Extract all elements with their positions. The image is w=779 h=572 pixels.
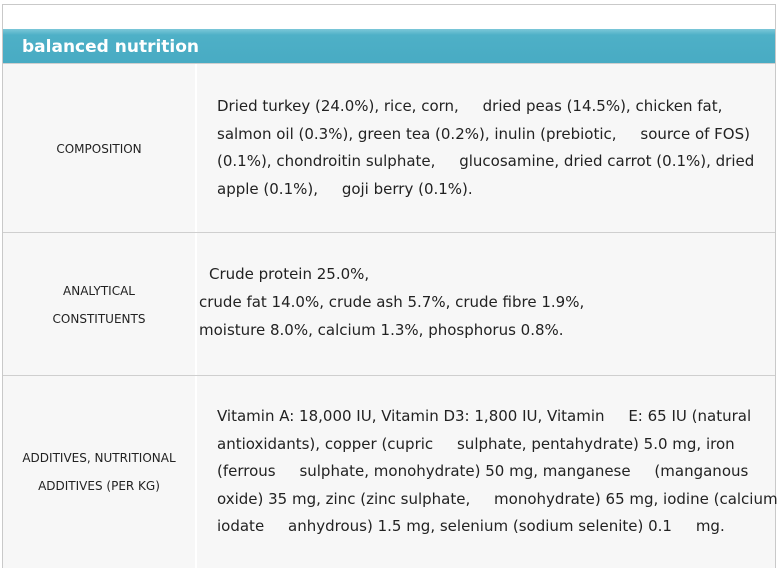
content-line: moisture 8.0%, calcium 1.3%, phosphorus …	[199, 321, 564, 339]
content-line: crude fat 14.0%, crude ash 5.7%, crude f…	[199, 293, 585, 311]
content-line: apple (0.1%), goji berry (0.1%).	[217, 179, 473, 198]
nutrition-table: balanced nutrition COMPOSITION Dried turk…	[2, 4, 778, 568]
content-line: antioxidants), copper (cupric sulphate, …	[217, 434, 735, 453]
label-line: ANALYTICAL	[63, 283, 135, 298]
content-line: (0.1%), chondroitin sulphate, glucosamin…	[217, 152, 755, 170]
row-label: ADDITIVES, NUTRITIONAL ADDITIVES (PER KG)	[3, 376, 197, 568]
label-line: CONSTITUENTS	[52, 311, 146, 326]
table-row: COMPOSITION Dried turkey (24.0%), rice, c…	[3, 63, 775, 233]
label-line: COMPOSITION	[56, 141, 142, 156]
row-label: ANALYTICAL CONSTITUENTS	[3, 233, 197, 376]
row-content: Vitamin A: 18,000 IU, Vitamin D3: 1,800 …	[197, 376, 778, 568]
header-title: balanced nutrition	[22, 37, 200, 57]
content-line: Vitamin A: 18,000 IU, Vitamin D3: 1,800 …	[217, 407, 752, 425]
table-row: ANALYTICAL CONSTITUENTS Crude protein 25.0…	[3, 232, 775, 376]
label-line: ADDITIVES, NUTRITIONAL	[22, 451, 176, 465]
table-row: ADDITIVES, NUTRITIONAL ADDITIVES (PER KG)…	[3, 375, 778, 568]
row-content: Crude protein 25.0%, crude fat 14.0%, cru…	[197, 233, 775, 376]
content-line: oxide) 35 mg, zinc (zinc sulphate, monoh…	[217, 489, 778, 508]
content-line: Crude protein 25.0%,	[209, 265, 370, 283]
content-line: Dried turkey (24.0%), rice, corn, dried …	[217, 97, 723, 115]
row-content: Dried turkey (24.0%), rice, corn, dried …	[197, 64, 775, 233]
content-line: salmon oil (0.3%), green tea (0.2%), inu…	[217, 124, 750, 143]
table-header: balanced nutrition	[3, 29, 775, 63]
row-label: COMPOSITION	[3, 64, 197, 233]
content-line: (ferrous sulphate, monohydrate) 50 mg, m…	[217, 462, 749, 481]
label-line: ADDITIVES (PER KG)	[38, 479, 160, 493]
content-line: iodate anhydrous) 1.5 mg, selenium (sodi…	[217, 517, 725, 536]
